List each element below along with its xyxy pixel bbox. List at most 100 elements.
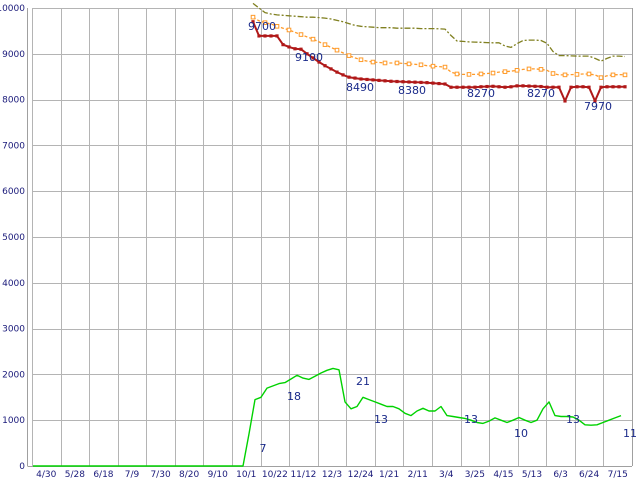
data-point-marker — [598, 75, 604, 80]
data-point-marker — [485, 84, 489, 89]
data-point-marker — [257, 34, 261, 38]
axis-layer — [27, 8, 633, 467]
x-tick-label: 7/30 — [150, 470, 170, 480]
data-point-marker — [466, 72, 472, 77]
y-tick-label: 9000 — [2, 50, 25, 60]
data-point-marker — [593, 99, 597, 103]
data-point-marker — [467, 85, 471, 89]
data-label-price-main: 9100 — [295, 51, 323, 64]
data-point-marker — [383, 79, 387, 83]
y-tick-label: 3000 — [2, 325, 25, 335]
data-label-volume: 21 — [356, 375, 370, 388]
y-tick-label: 2000 — [2, 370, 25, 380]
data-point-marker — [286, 27, 292, 33]
data-point-marker — [407, 80, 411, 84]
data-point-marker — [557, 85, 561, 89]
series-price-upper — [252, 2, 626, 62]
data-point-marker — [251, 20, 255, 24]
x-tick-label: 12/3 — [322, 470, 342, 480]
y-tick-label: 6000 — [2, 187, 25, 197]
data-label-price-main: 8490 — [346, 81, 374, 94]
data-point-marker — [478, 71, 484, 77]
data-point-marker — [443, 82, 447, 86]
data-point-marker — [461, 85, 465, 89]
data-point-marker — [587, 85, 591, 89]
data-point-marker — [275, 34, 279, 38]
x-tick-label: 8/20 — [179, 470, 199, 480]
data-point-marker — [382, 60, 388, 66]
y-tick-label: 5000 — [2, 233, 25, 243]
data-point-marker — [574, 72, 580, 77]
series-line-price-upper — [252, 2, 626, 62]
data-label-volume: 13 — [374, 413, 388, 426]
x-tick-label: 12/24 — [348, 470, 374, 480]
data-point-marker — [353, 76, 357, 80]
data-point-marker — [437, 81, 441, 86]
data-point-marker — [514, 67, 520, 73]
data-point-marker — [497, 85, 501, 89]
data-point-marker — [617, 85, 621, 89]
series-line-volume — [33, 367, 622, 467]
data-point-marker — [550, 71, 556, 76]
data-point-labels: 9700 9100 8490 8380 8270 8270 7970 7 18 21 13 13 10 1… — [248, 20, 637, 455]
data-point-marker — [449, 85, 453, 89]
data-point-marker — [575, 85, 579, 89]
data-point-marker — [346, 53, 352, 58]
data-point-marker — [401, 80, 405, 84]
data-point-marker — [418, 62, 424, 68]
y-tick-label: 4000 — [2, 279, 25, 289]
y-tick-label: 1000 — [2, 416, 25, 426]
x-tick-label: 3/25 — [465, 470, 485, 480]
data-point-marker — [322, 42, 328, 47]
data-point-marker — [370, 59, 376, 65]
data-point-marker — [269, 34, 273, 38]
data-point-marker — [341, 73, 345, 77]
x-tick-label: 2/11 — [408, 470, 428, 480]
series-price-mid — [250, 14, 628, 80]
data-point-marker — [545, 85, 549, 89]
grid-layer — [32, 8, 632, 467]
data-point-marker — [430, 63, 436, 69]
y-tick-label: 10000 — [0, 4, 25, 14]
y-tick-label: 8000 — [2, 96, 25, 106]
data-point-marker — [490, 70, 496, 76]
data-point-marker — [335, 70, 339, 74]
x-tick-label: 5/13 — [522, 470, 542, 480]
data-point-marker — [623, 85, 627, 89]
x-tick-label: 6/3 — [553, 470, 567, 480]
data-point-marker — [425, 81, 429, 85]
data-point-marker — [551, 85, 555, 89]
data-point-marker — [527, 84, 531, 88]
data-point-marker — [442, 64, 448, 70]
data-point-marker — [521, 84, 525, 88]
data-point-marker — [262, 20, 268, 25]
data-point-marker — [293, 47, 297, 51]
data-point-marker — [533, 84, 537, 88]
data-point-marker — [305, 52, 309, 56]
data-point-marker — [347, 75, 351, 79]
data-point-marker — [599, 85, 603, 89]
data-label-price-main: 7970 — [584, 100, 612, 113]
data-point-marker — [358, 57, 364, 63]
data-point-marker — [299, 47, 303, 51]
data-point-marker — [605, 85, 609, 89]
data-point-marker — [539, 84, 543, 89]
data-label-volume: 11 — [623, 427, 637, 440]
x-tick-label: 4/15 — [493, 470, 513, 480]
y-tick-label: 7000 — [2, 141, 25, 151]
data-point-marker — [503, 85, 507, 89]
data-point-marker — [310, 36, 316, 42]
data-point-marker — [622, 72, 628, 78]
x-tick-label: 11/12 — [290, 470, 316, 480]
x-tick-label: 6/18 — [93, 470, 113, 480]
data-point-marker — [274, 24, 280, 29]
data-point-marker — [281, 43, 285, 47]
x-tick-label: 4/30 — [36, 470, 56, 480]
data-point-marker — [454, 71, 460, 77]
x-tick-label: 5/28 — [65, 470, 85, 480]
data-point-marker — [563, 99, 567, 103]
x-tick-label: 10/1 — [236, 470, 256, 480]
data-label-volume: 10 — [514, 427, 528, 440]
